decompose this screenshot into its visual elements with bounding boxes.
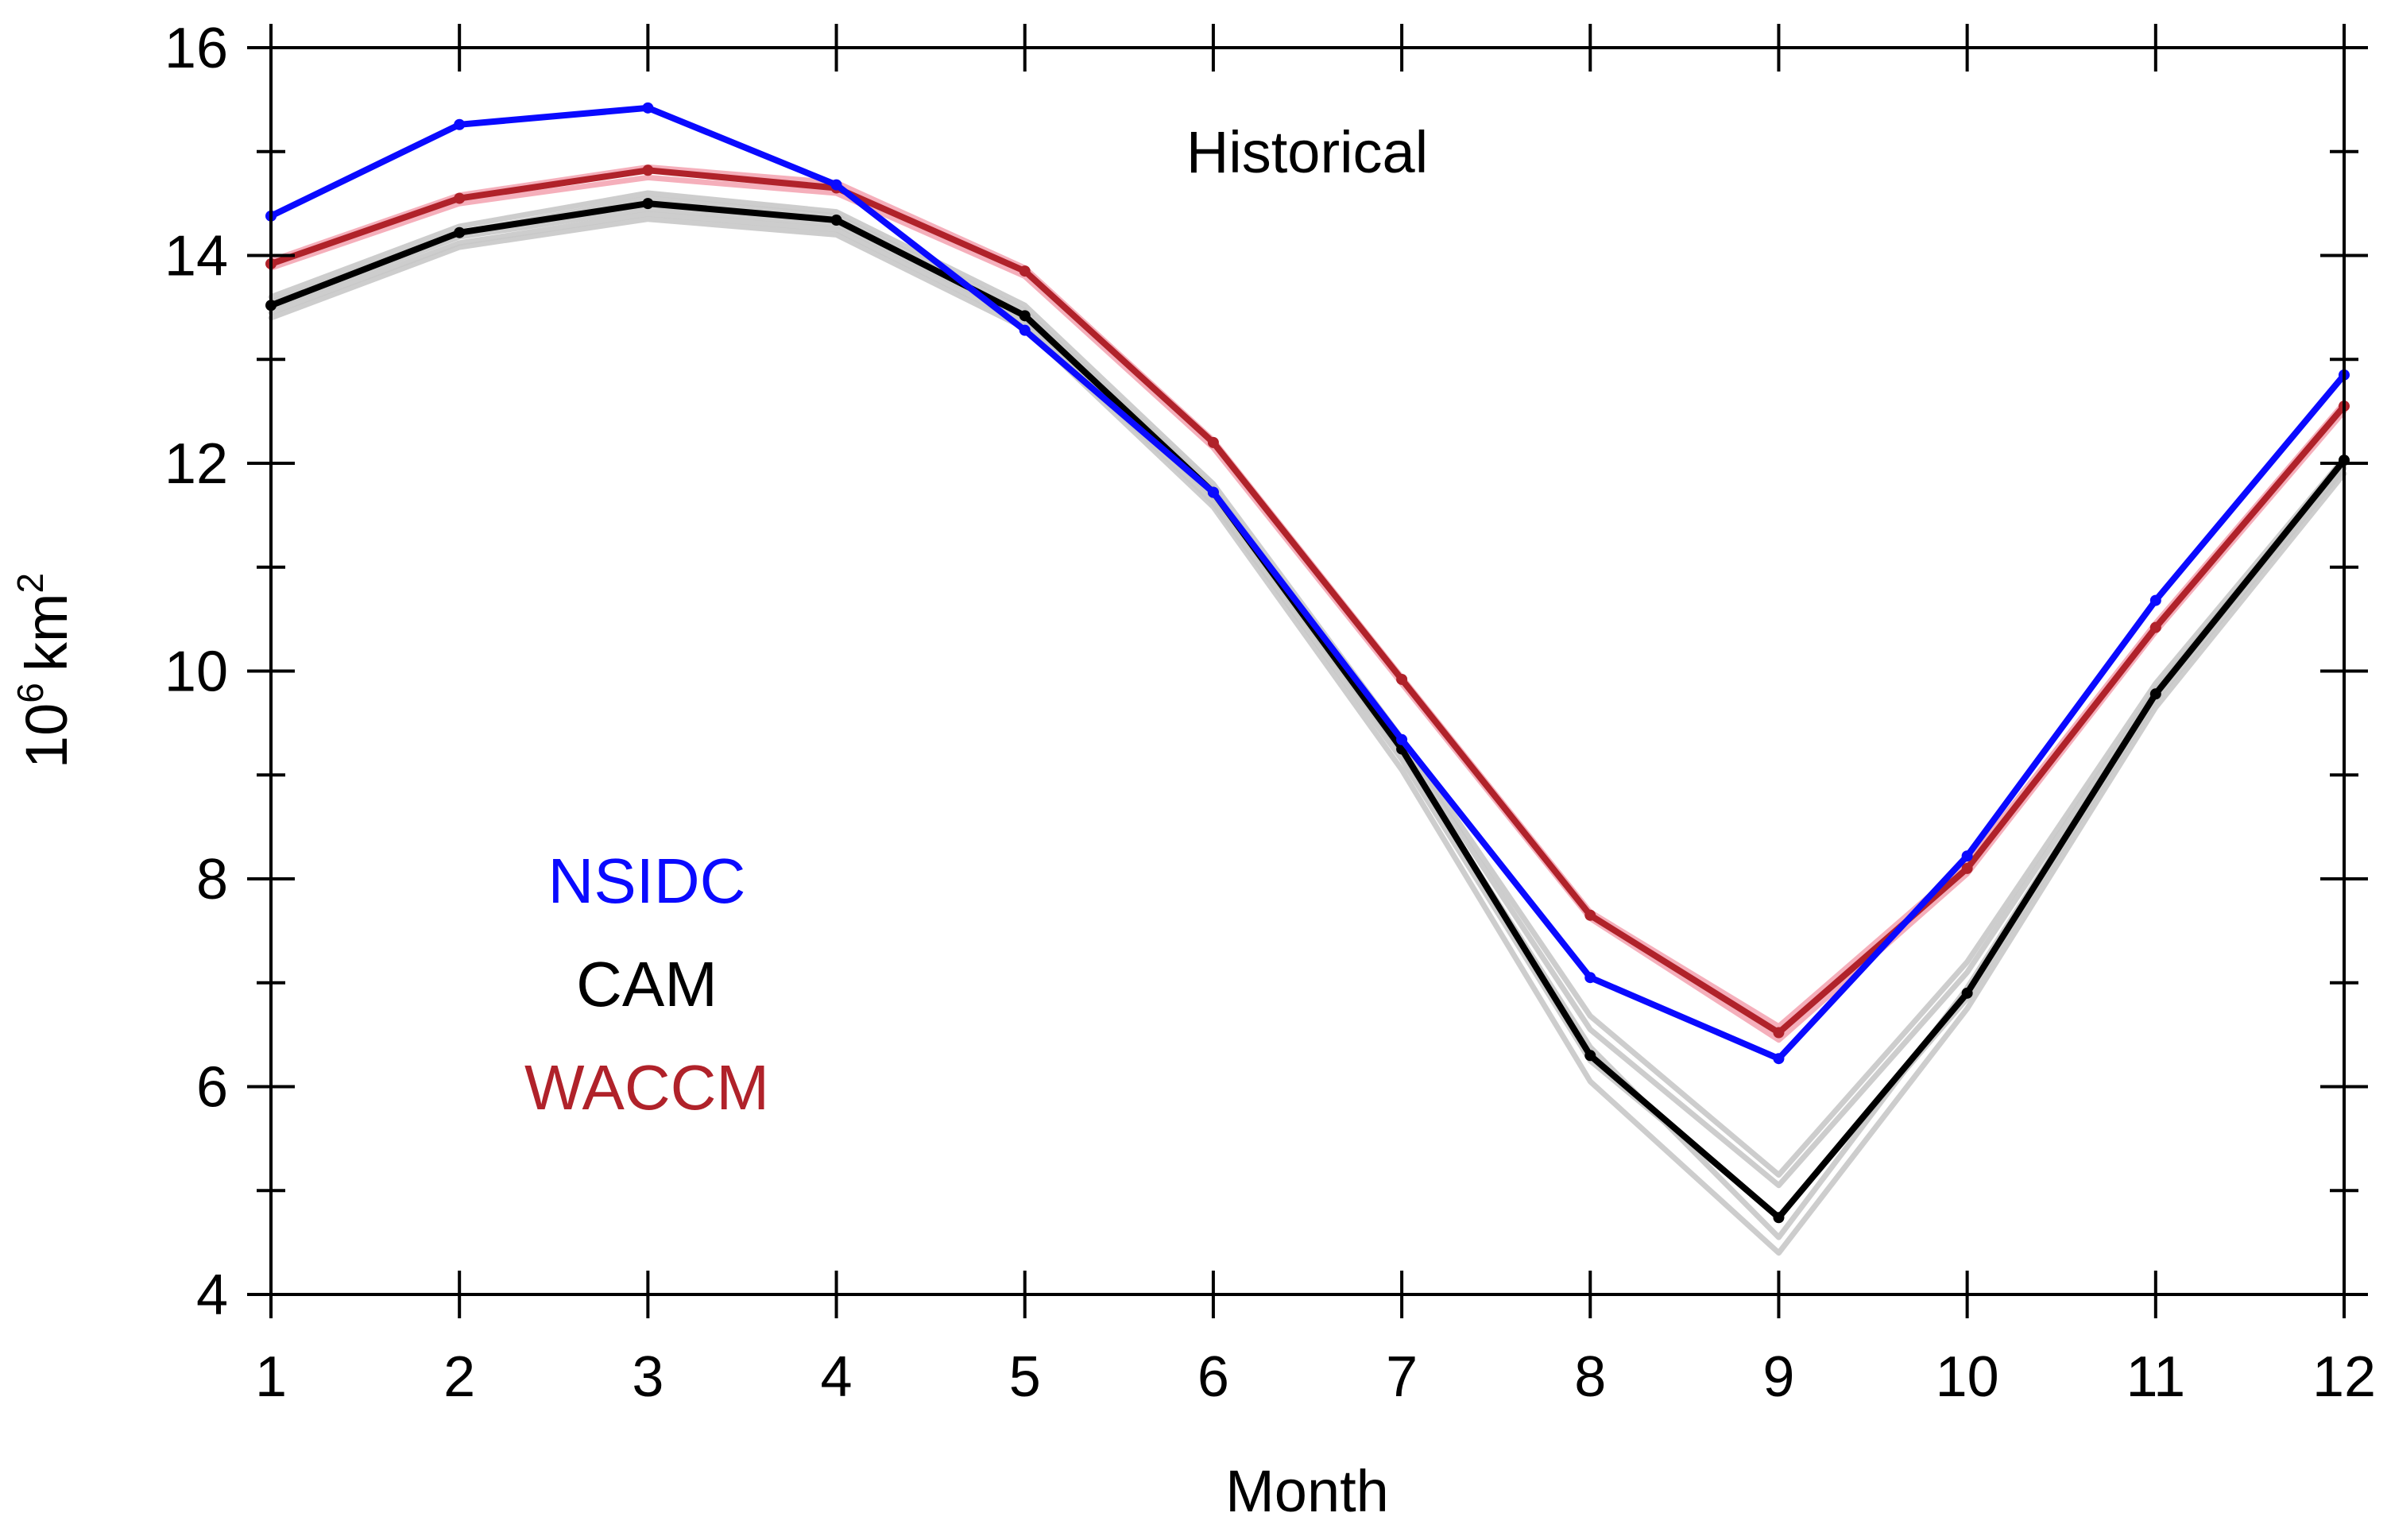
x-tick-label: 5 (1009, 1345, 1041, 1409)
x-tick-label: 7 (1386, 1345, 1418, 1409)
waccm-point (1207, 436, 1219, 448)
nsidc-point (1396, 733, 1408, 745)
x-tick-label: 11 (2126, 1345, 2185, 1409)
legend-waccm: WACCM (524, 1052, 769, 1123)
y-tick-label: 12 (164, 432, 228, 496)
nsidc-point (1773, 1053, 1785, 1065)
nsidc-point (642, 102, 654, 114)
cam-point (1584, 1050, 1596, 1062)
y-tick-label: 16 (164, 17, 228, 80)
nsidc-point (830, 179, 842, 191)
waccm-point (454, 192, 466, 204)
legend-cam: CAM (576, 949, 718, 1020)
y-axis-title: 106 km2 (10, 573, 79, 768)
x-tick-label: 4 (821, 1345, 853, 1409)
x-tick-label: 3 (632, 1345, 664, 1409)
cam-point (830, 215, 842, 226)
nsidc-point (1961, 850, 1973, 862)
cam-members-member-line (268, 216, 2347, 1256)
y-tick-label: 4 (196, 1263, 228, 1327)
cam-members-member-line (268, 190, 2347, 1178)
waccm-point (1961, 862, 1973, 874)
y-axis-unit: km (14, 594, 79, 672)
chart-title: Historical (1186, 119, 1428, 185)
nsidc-point (2149, 594, 2161, 606)
cam-point (1019, 310, 1031, 322)
x-tick-label: 10 (1936, 1345, 1999, 1409)
nsidc-point (1207, 486, 1219, 498)
x-axis-title: Month (1225, 1458, 1389, 1524)
waccm-point (1019, 265, 1031, 277)
cam-point (1773, 1212, 1785, 1224)
y-tick-label: 6 (196, 1056, 228, 1120)
x-tick-label: 8 (1574, 1345, 1606, 1409)
legend: NSIDC CAM WACCM (524, 845, 769, 1123)
waccm-point (1584, 909, 1596, 921)
cam-point (2149, 688, 2161, 700)
x-tick-label: 12 (2312, 1345, 2376, 1409)
y-axis-base: 10 (14, 703, 79, 768)
nsidc-point (1584, 972, 1596, 984)
x-tick-label: 2 (443, 1345, 475, 1409)
x-tick-label: 9 (1762, 1345, 1794, 1409)
cam-point (642, 198, 654, 210)
waccm-point (1396, 673, 1408, 685)
y-axis-exponent: 6 (10, 683, 51, 703)
waccm-point (2149, 621, 2161, 633)
cam-point (1961, 987, 1973, 999)
y-axis-unit-exponent: 2 (10, 573, 51, 594)
nsidc-line (268, 104, 2347, 1062)
main-series (265, 102, 2350, 1224)
waccm-line (268, 167, 2347, 1036)
cam-point (454, 226, 466, 238)
nsidc-point (1019, 324, 1031, 336)
nsidc-point (454, 118, 466, 130)
x-tick-label: 6 (1197, 1345, 1229, 1409)
y-tick-label: 10 (164, 640, 228, 704)
legend-nsidc: NSIDC (548, 845, 746, 916)
waccm-point (1773, 1027, 1785, 1039)
x-tick-label: 1 (255, 1345, 287, 1409)
cam-members-member-line (268, 195, 2347, 1189)
y-tick-label: 14 (164, 225, 228, 288)
y-tick-label: 8 (196, 848, 228, 911)
waccm-point (642, 164, 654, 176)
